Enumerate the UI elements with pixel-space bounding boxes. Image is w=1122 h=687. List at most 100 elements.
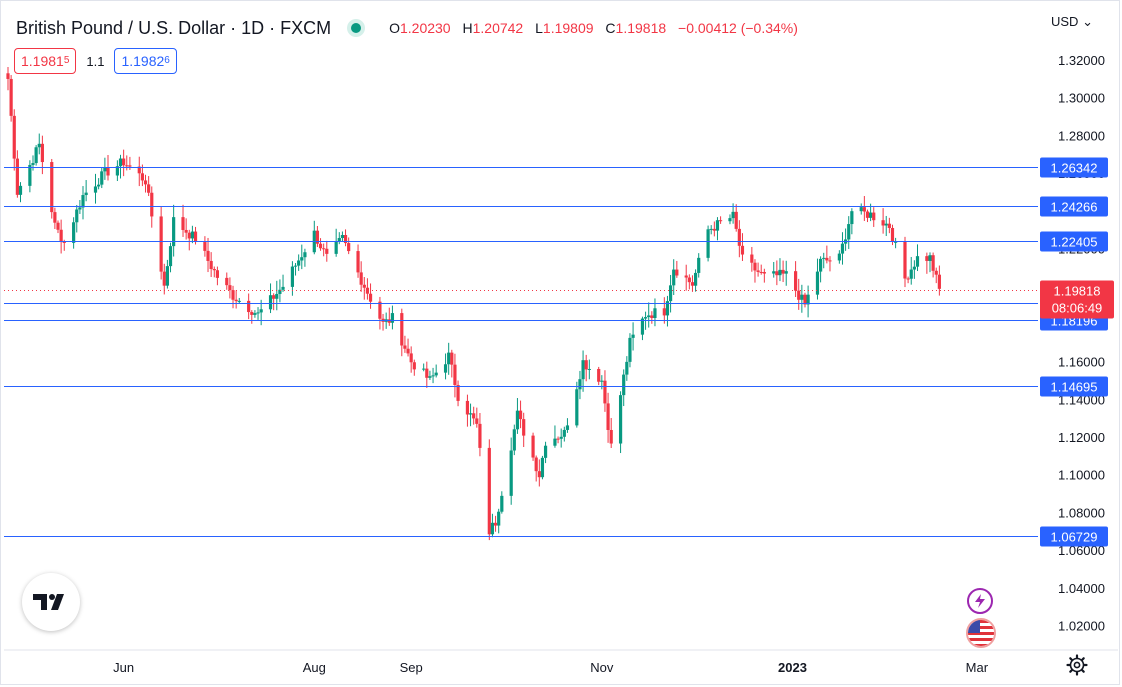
change-value: −0.00412 (−0.34%) [678,20,798,36]
candle-body [128,165,132,167]
candle-body [18,185,23,195]
candle-body [234,299,238,302]
candle-body [737,228,741,246]
candle-body [600,380,604,382]
candle-body [840,243,845,254]
candle-body [365,287,370,294]
candle-body [225,277,229,286]
candle-body [431,375,435,377]
candle-body [9,78,13,116]
candle-body [147,184,151,193]
candle-body [522,419,526,436]
candle-body [303,252,307,258]
candle-body [203,242,207,251]
sell-button[interactable]: 1.19815 [14,48,77,74]
candle-body [412,362,416,370]
candle-body [100,171,104,185]
buy-button[interactable]: 1.19826 [114,48,177,74]
candle-body [247,300,251,313]
lightning-icon[interactable] [967,588,993,614]
price-line-label-box [1040,231,1108,252]
candle-body [718,220,723,222]
price-line-label: 1.22405 [1051,235,1098,250]
candle-body [903,241,907,279]
tradingview-logo-icon[interactable] [22,573,80,631]
bid-ask-panel: 1.19815 1.1 1.19826 [14,48,177,74]
symbol-title[interactable]: British Pound / U.S. Dollar · 1D · FXCM [16,17,332,38]
candle-body [553,438,557,446]
currency-selector[interactable]: USD ⌄ [1051,14,1093,30]
gear-icon[interactable] [1066,654,1088,676]
buy-price: 1.1982 [121,53,165,69]
candle-body [256,312,260,314]
candle-body [115,166,119,176]
y-tick-label: 1.16000 [1058,355,1105,370]
candle-body [62,241,66,243]
candle-body [422,368,426,370]
candle-body [6,73,10,79]
candle-body [603,380,607,404]
candle-body [337,238,341,242]
candle-body [509,450,513,496]
candle-body [662,308,666,316]
candle-body [206,250,210,261]
candle-body [34,147,38,164]
candle-body [165,266,169,286]
candle-body [31,163,35,165]
candle-body [740,245,745,255]
candle-body [447,352,451,365]
candle-body [894,241,898,243]
candle-body [931,255,935,271]
candle-body [490,522,495,535]
candle-body [872,212,876,221]
y-tick-label: 1.10000 [1058,468,1105,483]
candle-body [750,254,754,263]
time-axis[interactable]: Jun Aug Sep Nov 2023 Mar [113,660,989,675]
candle-body [250,312,254,315]
last-price-label: 1.19818 [1054,284,1101,299]
candle-body [443,364,448,373]
candle-body [187,232,191,239]
close-label: C [605,20,616,36]
candle-body [797,290,801,300]
candle-body [575,389,579,426]
candle-body [272,295,276,299]
candle-body [672,269,676,286]
candle-body [12,115,16,159]
candle-body [362,284,366,288]
candle-body [631,334,635,338]
candle-body [650,315,654,319]
price-labels: 1.263421.242661.224051.191021.181961.146… [1040,157,1114,547]
x-tick-label: Jun [113,660,134,675]
candle-body [728,218,732,222]
candle-body [390,313,395,323]
candle-body [487,447,491,535]
candle-body [106,167,110,176]
candle-body [675,269,679,276]
price-line-label-box [1040,196,1108,217]
candle-body [543,445,548,458]
candle-body [500,495,504,512]
candle-body [184,229,188,233]
candle-body [56,222,60,230]
market-open-icon [351,23,362,33]
candle-body [378,301,382,319]
candle-body [456,384,460,401]
price-line-label-box [1040,526,1108,547]
candle-body [347,243,351,252]
price-line-label: 1.06729 [1051,530,1098,545]
price-line-label-box [1040,376,1108,397]
candle-body [697,257,701,273]
candle-body [819,258,823,272]
candle-body [181,217,185,230]
us-flag-icon[interactable] [966,618,996,648]
candle-body [762,272,766,274]
candle-body [75,209,79,223]
candle-body [237,300,241,302]
candle-body [756,270,760,272]
candle-body [534,457,538,472]
candle-body [815,271,820,295]
y-tick-label: 1.08000 [1058,505,1105,520]
candle-body [822,257,826,259]
